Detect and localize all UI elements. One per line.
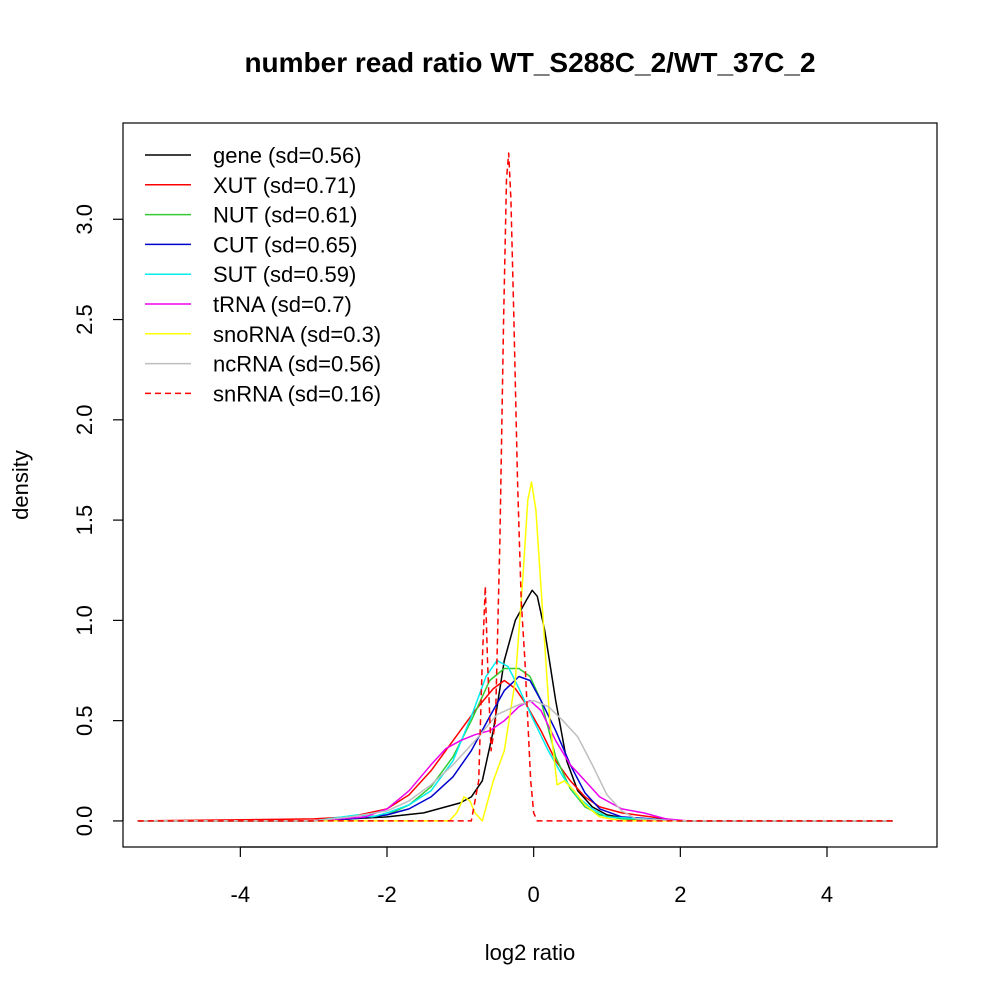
series-line: [137, 481, 893, 822]
legend-label: CUT (sd=0.65): [213, 232, 357, 257]
x-axis: -4 -2 0 2 4: [231, 846, 833, 907]
x-axis-label: log2 ratio: [485, 940, 576, 965]
legend-label: NUT (sd=0.61): [213, 203, 357, 228]
y-axis-label: density: [8, 450, 33, 520]
y-tick-label: 0.0: [72, 806, 97, 837]
series-line: [137, 152, 893, 822]
legend-label: XUT (sd=0.71): [213, 173, 356, 198]
series-line: [137, 699, 893, 822]
chart-title: number read ratio WT_S288C_2/WT_37C_2: [244, 47, 815, 78]
x-tick-label: 4: [821, 882, 833, 907]
series-line: [137, 699, 893, 822]
y-tick-label: 2.0: [72, 405, 97, 436]
series-line: [137, 679, 893, 822]
legend-label: SUT (sd=0.59): [213, 262, 356, 287]
x-tick-label: -4: [231, 882, 251, 907]
y-axis: 0.0 0.5 1.0 1.5 2.0 2.5 3.0: [72, 204, 124, 837]
y-tick-label: 3.0: [72, 204, 97, 235]
x-tick-label: 2: [674, 882, 686, 907]
y-tick-label: 1.5: [72, 505, 97, 536]
y-tick-label: 0.5: [72, 705, 97, 736]
legend-label: tRNA (sd=0.7): [213, 292, 352, 317]
x-tick-label: -2: [377, 882, 397, 907]
y-tick-label: 1.0: [72, 605, 97, 636]
legend-label: gene (sd=0.56): [213, 143, 362, 168]
series-line: [137, 667, 893, 822]
x-tick-label: 0: [528, 882, 540, 907]
series-line: [137, 675, 893, 822]
legend-label: snoRNA (sd=0.3): [213, 322, 381, 347]
series-lines: [137, 152, 893, 822]
legend-label: ncRNA (sd=0.56): [213, 352, 381, 377]
legend-label: snRNA (sd=0.16): [213, 381, 381, 406]
legend: gene (sd=0.56) XUT (sd=0.71) NUT (sd=0.61)…: [145, 143, 381, 406]
series-line: [137, 589, 893, 822]
y-tick-label: 2.5: [72, 304, 97, 335]
